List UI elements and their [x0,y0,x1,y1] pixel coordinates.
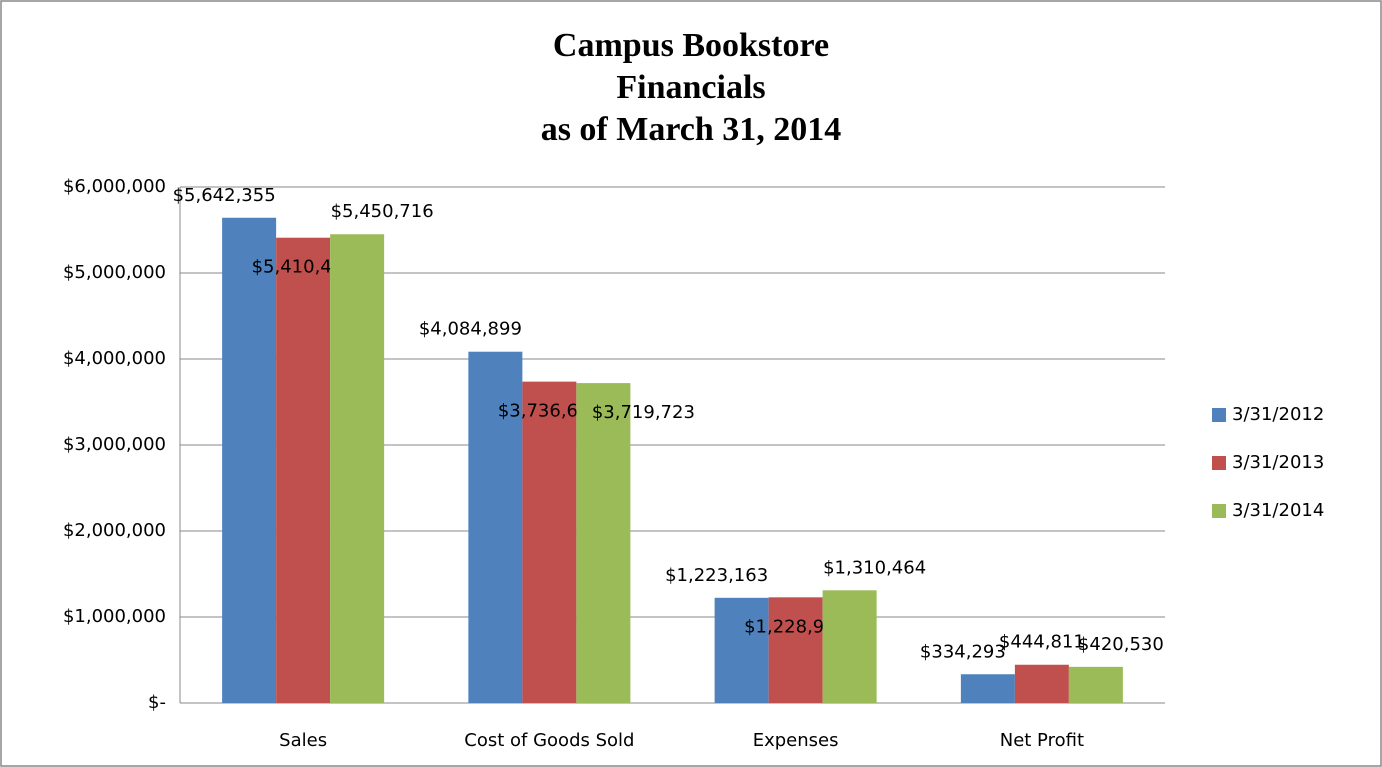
data-label: $5,450,716 [331,201,434,222]
bar [330,234,385,704]
legend-swatch [1212,504,1226,518]
y-tick-label: $1,000,000 [63,606,166,627]
data-label: $444,811 [999,632,1085,653]
bar [1014,664,1069,703]
legend-swatch [1212,408,1226,422]
chart-title: as of March 31, 2014 [541,111,842,148]
bar [714,597,769,703]
y-tick-label: $- [148,692,166,713]
y-tick-label: $3,000,000 [63,434,166,455]
x-tick-label: Sales [279,730,327,751]
x-tick-label: Cost of Goods Sold [464,730,634,751]
bar [768,597,823,703]
bar [276,237,331,704]
bar [222,217,277,703]
bar [522,381,577,703]
data-label: $420,530 [1078,634,1164,655]
bar [1068,666,1123,703]
chart-title: Campus Bookstore [553,27,829,64]
bar [960,674,1015,703]
y-tick-label: $4,000,000 [63,348,166,369]
bar [822,590,877,703]
bar [468,351,523,703]
legend-label: 3/31/2013 [1232,452,1324,473]
data-label: $5,642,355 [173,185,276,206]
y-tick-label: $6,000,000 [63,176,166,197]
data-label: $4,084,899 [419,319,522,340]
data-label: $5,410,403 [252,257,355,278]
legend-label: 3/31/2014 [1232,500,1324,521]
legend-label: 3/31/2012 [1232,404,1324,425]
data-label: $3,719,723 [592,402,695,423]
x-tick-label: Net Profit [1000,730,1084,751]
data-label: $1,310,464 [823,557,926,578]
chart-title: Financials [616,69,765,106]
data-label: $334,293 [920,641,1006,662]
legend-swatch [1212,456,1226,470]
x-tick-label: Expenses [753,730,839,751]
y-tick-label: $2,000,000 [63,520,166,541]
bar [576,383,631,703]
data-label: $1,228,908 [744,616,847,637]
y-tick-label: $5,000,000 [63,262,166,283]
data-label: $1,223,163 [665,565,768,586]
data-label: $3,736,684 [498,401,601,422]
